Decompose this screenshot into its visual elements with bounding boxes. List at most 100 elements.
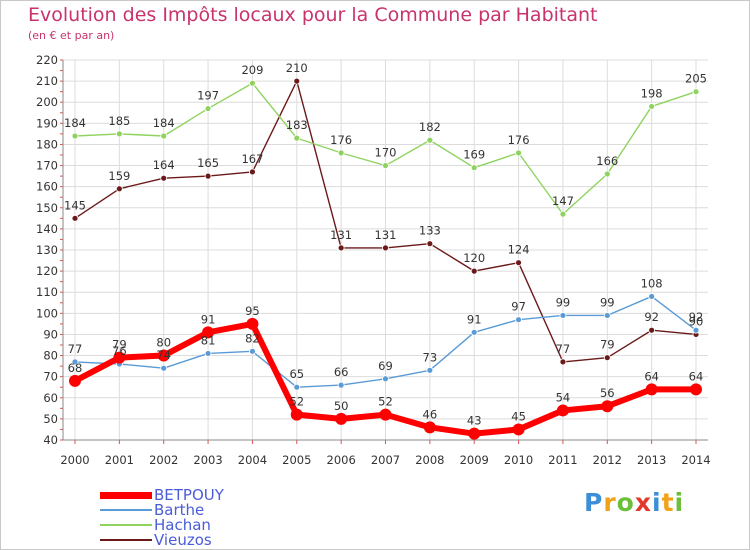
data-label-hachan: 185: [108, 114, 130, 128]
data-label-vieuzos: 131: [330, 228, 352, 242]
x-tick-label: 2008: [415, 453, 444, 467]
data-point-barthe: [337, 381, 345, 389]
data-point-hachan: [470, 164, 478, 172]
data-point-hachan: [559, 210, 567, 218]
data-label-vieuzos: 79: [600, 338, 615, 352]
data-point-vieuzos: [648, 326, 656, 334]
data-point-hachan: [115, 130, 123, 138]
x-tick-label: 2013: [637, 453, 666, 467]
data-point-hachan: [603, 170, 611, 178]
data-label-vieuzos: 131: [375, 228, 397, 242]
data-label-barthe: 65: [289, 367, 304, 381]
data-point-barthe: [603, 312, 611, 319]
data-point-betpouy: [246, 317, 259, 330]
y-tick-label: 210: [36, 74, 58, 88]
data-label-barthe: 76: [112, 344, 127, 358]
data-point-vieuzos: [115, 185, 123, 193]
data-label-barthe: 108: [641, 276, 663, 290]
data-label-betpouy: 68: [68, 361, 83, 375]
data-label-hachan: 184: [153, 116, 175, 130]
proxiti-logo: Proxiti: [584, 488, 684, 517]
y-tick-label: 180: [36, 137, 58, 151]
data-label-vieuzos: 164: [153, 158, 175, 172]
y-tick-label: 80: [43, 349, 58, 363]
data-point-vieuzos: [603, 354, 611, 362]
x-tick-label: 2011: [548, 453, 577, 467]
data-label-vieuzos: 167: [241, 152, 263, 166]
data-label-betpouy: 52: [289, 395, 304, 409]
data-point-barthe: [559, 312, 567, 319]
data-point-hachan: [204, 105, 212, 112]
y-tick-label: 200: [36, 95, 58, 109]
data-label-betpouy: 56: [600, 386, 615, 400]
y-tick-label: 60: [43, 391, 58, 405]
data-point-betpouy: [113, 351, 126, 364]
data-label-betpouy: 45: [511, 409, 526, 423]
data-label-barthe: 82: [245, 331, 260, 345]
x-tick-label: 2005: [282, 453, 311, 467]
data-point-vieuzos: [426, 240, 434, 248]
legend-label: Hachan: [154, 516, 211, 534]
data-label-barthe: 91: [467, 312, 482, 326]
data-point-hachan: [71, 132, 79, 140]
data-label-betpouy: 79: [112, 338, 127, 352]
data-point-hachan: [692, 88, 700, 96]
data-point-hachan: [515, 149, 522, 157]
data-point-betpouy: [512, 423, 525, 436]
data-label-hachan: 209: [241, 63, 263, 77]
data-point-barthe: [382, 375, 389, 383]
y-tick-label: 130: [36, 243, 58, 257]
data-point-vieuzos: [71, 214, 79, 222]
data-point-barthe: [426, 366, 434, 374]
data-point-hachan: [293, 134, 301, 142]
y-tick-label: 40: [43, 433, 58, 447]
data-label-vieuzos: 159: [108, 169, 130, 183]
data-point-vieuzos: [204, 172, 212, 180]
data-point-vieuzos: [337, 244, 345, 252]
data-label-vieuzos: 133: [419, 224, 441, 238]
logo-letter: o: [616, 488, 635, 517]
y-tick-label: 100: [36, 306, 58, 320]
data-label-betpouy: 50: [334, 399, 349, 413]
data-point-barthe: [692, 326, 700, 334]
data-label-vieuzos: 165: [197, 156, 219, 170]
x-tick-label: 2007: [371, 453, 400, 467]
legend-swatch: [100, 539, 152, 541]
data-label-betpouy: 46: [423, 407, 438, 421]
logo-letter: P: [584, 488, 604, 517]
y-tick-label: 110: [36, 285, 58, 299]
data-point-vieuzos: [160, 174, 168, 182]
x-tick-label: 2004: [238, 453, 267, 467]
data-label-barthe: 69: [378, 359, 393, 373]
data-label-betpouy: 64: [689, 369, 704, 383]
y-tick-label: 190: [36, 116, 58, 130]
data-label-hachan: 147: [552, 194, 574, 208]
data-label-hachan: 197: [197, 89, 219, 103]
data-label-betpouy: 95: [245, 304, 260, 318]
data-label-barthe: 81: [201, 333, 216, 347]
y-tick-label: 160: [36, 180, 58, 194]
data-point-barthe: [71, 358, 79, 366]
data-point-betpouy: [423, 421, 436, 434]
data-point-vieuzos: [470, 267, 478, 275]
x-tick-label: 2002: [149, 453, 178, 467]
x-tick-label: 2012: [593, 453, 622, 467]
data-label-barthe: 73: [423, 350, 438, 364]
data-point-barthe: [648, 293, 656, 300]
data-point-betpouy: [690, 383, 702, 396]
data-point-betpouy: [601, 400, 614, 413]
data-label-vieuzos: 210: [286, 61, 308, 75]
y-tick-label: 170: [36, 159, 58, 173]
x-tick-label: 2010: [504, 453, 533, 467]
data-label-betpouy: 43: [467, 414, 482, 428]
chart-title: Evolution des Impôts locaux pour la Comm…: [28, 4, 598, 26]
data-label-barthe: 66: [334, 365, 349, 379]
data-label-barthe: 99: [600, 295, 615, 309]
data-point-barthe: [204, 350, 212, 357]
x-tick-label: 2014: [681, 453, 710, 467]
legend-swatch: [100, 492, 152, 499]
data-label-hachan: 182: [419, 120, 441, 134]
data-point-betpouy: [335, 412, 348, 425]
data-label-hachan: 198: [641, 86, 663, 100]
